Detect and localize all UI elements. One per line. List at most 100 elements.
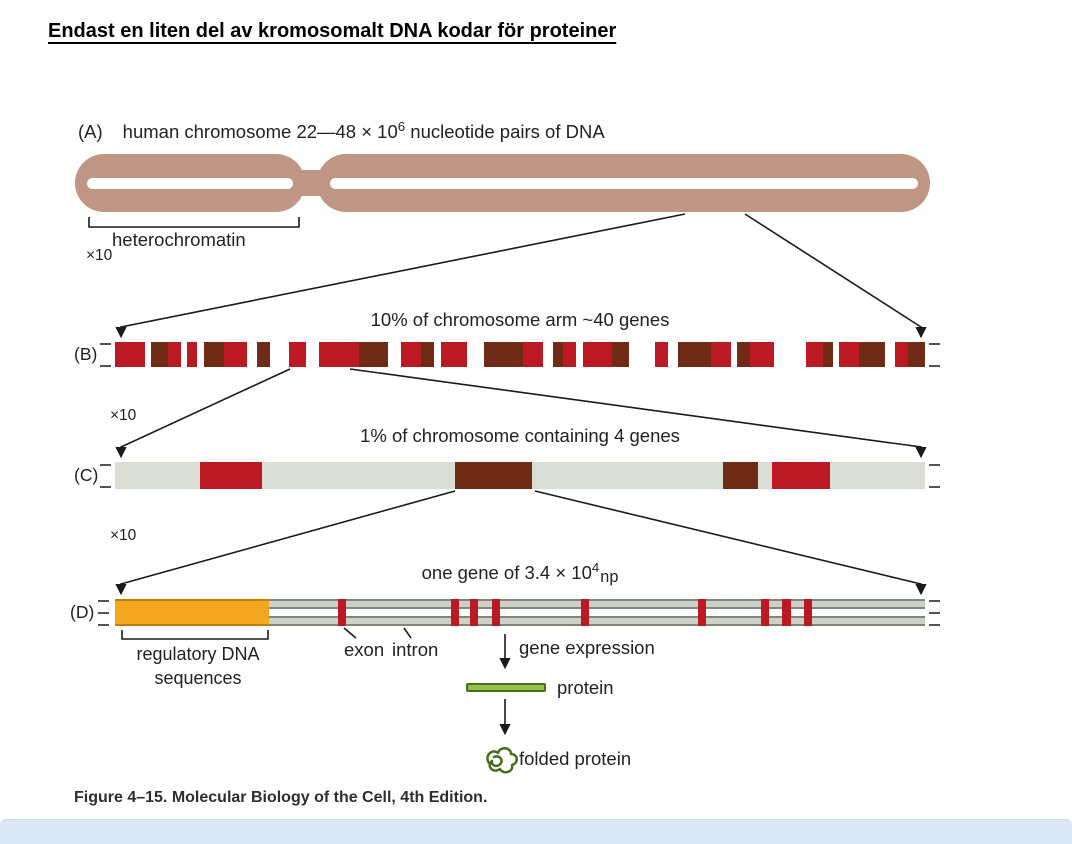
exon-tick xyxy=(782,599,791,626)
segment-white xyxy=(269,342,290,367)
gene-expression-label: gene expression xyxy=(519,637,655,658)
segment-maroon xyxy=(612,342,629,367)
segment-maroon xyxy=(737,342,751,367)
segment-crimson xyxy=(289,342,306,367)
segment-crimson xyxy=(710,342,731,367)
zoom-label-b-c: ×10 xyxy=(110,407,137,424)
panel-d-text-prefix: one gene of 3.4 × 10 xyxy=(421,562,592,584)
exon-tick xyxy=(761,599,770,626)
segment-white xyxy=(543,342,553,367)
segment-crimson xyxy=(895,342,909,367)
exon-pointer-line xyxy=(343,627,357,639)
segment-maroon xyxy=(908,342,925,367)
heterochromatin-bracket xyxy=(88,217,300,228)
panel-d-np-label: np xyxy=(600,568,619,587)
segment-bar_gray xyxy=(115,462,201,489)
intron-pointer-line xyxy=(403,627,412,639)
segment-maroon xyxy=(822,342,833,367)
panel-a-exponent: 6 xyxy=(397,119,406,134)
segment-white xyxy=(434,342,441,367)
panel-a-text-suffix: nucleotide pairs of DNA xyxy=(405,121,605,143)
segment-white xyxy=(628,342,655,367)
exon-tick xyxy=(469,599,478,626)
segment-crimson xyxy=(200,462,263,489)
exon-tick xyxy=(451,599,460,626)
segment-white xyxy=(885,342,896,367)
segment-white xyxy=(467,342,484,367)
segment-white xyxy=(246,342,257,367)
segment-white xyxy=(832,342,840,367)
regulatory-region xyxy=(115,599,269,626)
segment-crimson xyxy=(187,342,198,367)
exon-tick xyxy=(698,599,707,626)
segment-bar_gray xyxy=(758,462,772,489)
segment-maroon xyxy=(678,342,711,367)
segment-white xyxy=(388,342,402,367)
segment-crimson xyxy=(654,342,669,367)
panel-b-label: (B) xyxy=(74,344,98,364)
panel-c-header: 1% of chromosome containing 4 genes xyxy=(360,425,680,446)
segment-crimson xyxy=(839,342,860,367)
chromatid-gap-left xyxy=(87,178,293,189)
segment-maroon xyxy=(552,342,563,367)
intron-label: intron xyxy=(392,639,439,660)
folded-protein-label: folded protein xyxy=(519,748,632,769)
segment-white xyxy=(305,342,320,367)
segment-crimson xyxy=(440,342,468,367)
panel-d-header: one gene of 3.4 × 104np xyxy=(115,560,925,587)
panel-a-heading: (A) human chromosome 22—48 × 106 nucleoti… xyxy=(78,119,605,143)
segment-maroon xyxy=(203,342,224,367)
segment-white xyxy=(180,342,188,367)
dna-strand-bottom xyxy=(115,616,925,626)
segment-crimson xyxy=(167,342,181,367)
segment-white xyxy=(668,342,679,367)
bar-c-segments xyxy=(115,462,925,489)
panel-d-exponent: 4 xyxy=(591,560,600,575)
segment-bar_gray xyxy=(262,462,456,489)
segment-crimson xyxy=(582,342,613,367)
exon-tick xyxy=(337,599,346,626)
segment-crimson xyxy=(115,342,145,367)
regulatory-label-line2: sequences xyxy=(154,667,242,688)
segment-crimson xyxy=(562,342,576,367)
footer-band xyxy=(0,819,1072,844)
segment-white xyxy=(197,342,204,367)
slide-title: Endast en liten del av kromosomalt DNA k… xyxy=(48,20,617,42)
exon-tick xyxy=(803,599,812,626)
segment-maroon xyxy=(859,342,886,367)
zoom-label-c-d: ×10 xyxy=(110,527,137,544)
chromatid-gap-right xyxy=(330,178,918,189)
panel-a-text-prefix: human chromosome 22—48 × 10 xyxy=(122,121,398,143)
heterochromatin-label: heterochromatin xyxy=(112,229,246,250)
segment-maroon xyxy=(421,342,435,367)
regulatory-bracket xyxy=(121,630,269,640)
bar-d-ticks xyxy=(115,599,925,626)
exon-tick xyxy=(580,599,589,626)
folded-protein-icon xyxy=(486,747,518,774)
segment-maroon xyxy=(483,342,524,367)
bar-b-segments xyxy=(115,342,925,367)
segment-crimson xyxy=(806,342,823,367)
protein-bar xyxy=(466,683,546,692)
panel-d-label: (D) xyxy=(70,602,95,622)
segment-crimson xyxy=(750,342,774,367)
panel-c-label: (C) xyxy=(74,465,99,485)
segment-crimson xyxy=(771,462,831,489)
segment-crimson xyxy=(223,342,247,367)
segment-maroon xyxy=(722,462,759,489)
segment-bar_gray xyxy=(830,462,925,489)
segment-crimson xyxy=(319,342,359,367)
bar-d xyxy=(115,599,925,626)
segment-white xyxy=(730,342,738,367)
segment-crimson xyxy=(401,342,422,367)
dna-strand-top xyxy=(115,599,925,609)
zoom-label-a-b: ×10 xyxy=(86,247,113,264)
segment-white xyxy=(144,342,152,367)
protein-label: protein xyxy=(557,677,614,698)
regulatory-label-line1: regulatory DNA xyxy=(136,644,260,664)
segment-maroon xyxy=(151,342,168,367)
segment-maroon xyxy=(455,462,533,489)
panel-b-header: 10% of chromosome arm ~40 genes xyxy=(370,309,670,330)
centromere xyxy=(295,170,329,196)
